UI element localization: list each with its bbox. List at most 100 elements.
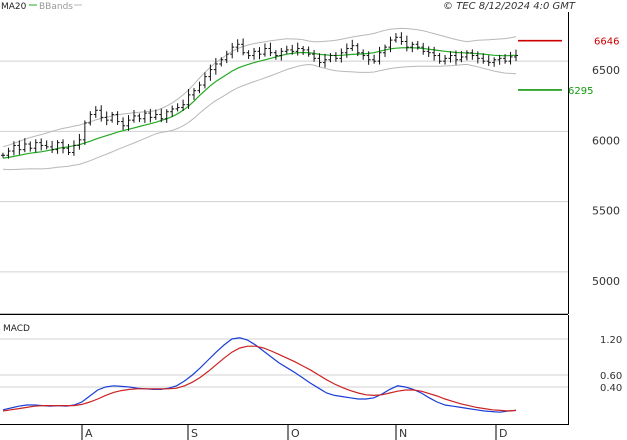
ohlc-bar bbox=[230, 42, 235, 59]
copyright-text: © TEC 8/12/2024 4:0 GMT bbox=[443, 1, 576, 12]
ohlc-bar bbox=[273, 50, 278, 60]
ohlc-bar bbox=[350, 39, 355, 52]
macd-lines bbox=[2, 337, 517, 413]
macd-tick-label: 1.20 bbox=[600, 335, 622, 346]
ohlc-bar bbox=[475, 51, 480, 64]
x-tick-label: A bbox=[85, 427, 93, 440]
ohlc-bar bbox=[66, 144, 71, 155]
ohlc-bar bbox=[153, 109, 158, 120]
ohlc-bar bbox=[333, 52, 338, 62]
ohlc-bar bbox=[503, 54, 508, 64]
ohlc-bar bbox=[295, 42, 300, 56]
ohlc-bar bbox=[508, 51, 513, 65]
ohlc-bar bbox=[355, 43, 360, 57]
ohlc-bar bbox=[192, 88, 197, 100]
ohlc-bar bbox=[377, 46, 382, 65]
macd-line bbox=[2, 337, 517, 413]
resistance-label: 6646 bbox=[594, 37, 619, 48]
ohlc-bar bbox=[181, 99, 186, 111]
ohlc-bar bbox=[497, 54, 502, 65]
x-tick-label: S bbox=[191, 427, 198, 440]
ohlc-bar bbox=[443, 54, 448, 65]
ma20-line bbox=[2, 47, 517, 159]
ohlc-bar bbox=[22, 138, 27, 153]
macd-tick-label: 0.40 bbox=[600, 383, 622, 394]
ohlc-bar bbox=[213, 58, 218, 75]
price-gridlines bbox=[0, 60, 568, 273]
ohlc-bar bbox=[366, 51, 371, 65]
price-tick-label: 6000 bbox=[592, 134, 620, 147]
macd-gridlines bbox=[0, 338, 568, 388]
ohlc-bar bbox=[481, 53, 486, 64]
ohlc-bar bbox=[50, 140, 55, 154]
ohlc-bar bbox=[464, 50, 469, 61]
ohlc-bar bbox=[437, 53, 442, 64]
bband-upper bbox=[2, 27, 517, 148]
bbands-legend-label: BBands bbox=[39, 2, 73, 12]
ohlc-bar bbox=[388, 36, 393, 53]
ohlc-bar bbox=[486, 55, 491, 66]
price-tick-label: 5000 bbox=[592, 275, 620, 288]
ohlc-bar bbox=[208, 64, 213, 81]
ohlc-bar bbox=[279, 47, 284, 61]
price-panel bbox=[0, 12, 569, 314]
macd-y-axis: 1.20 0.600.40 bbox=[600, 335, 622, 394]
ohlc-bar bbox=[301, 45, 306, 55]
ohlc-bar bbox=[186, 88, 191, 109]
ohlc-bar bbox=[448, 51, 453, 63]
price-y-axis: 6500 6000 5500 5000 bbox=[592, 64, 620, 288]
ohlc-bar bbox=[175, 103, 180, 112]
macd-title: MACD bbox=[3, 324, 30, 334]
ohlc-bar bbox=[453, 50, 458, 65]
ohlc-bar bbox=[393, 33, 398, 43]
ohlc-bar bbox=[88, 111, 93, 126]
signal-line bbox=[2, 345, 517, 412]
ohlc-bar bbox=[268, 42, 273, 57]
ohlc-bar bbox=[28, 141, 33, 152]
ohlc-bar bbox=[170, 105, 175, 117]
ohlc-bar bbox=[344, 43, 349, 58]
ohlc-bar bbox=[322, 53, 327, 68]
ohlc-bar bbox=[131, 110, 136, 123]
ohlc-bar bbox=[99, 105, 104, 122]
ohlc-bar bbox=[492, 57, 497, 67]
ohlc-bar bbox=[39, 138, 44, 151]
ohlc-bar bbox=[219, 57, 224, 67]
ohlc-bar bbox=[262, 43, 267, 57]
ohlc-bar bbox=[404, 35, 409, 52]
ohlc-bar bbox=[61, 139, 66, 154]
ohlc-bar bbox=[426, 46, 431, 57]
ohlc-bar bbox=[432, 46, 437, 61]
ohlc-bar bbox=[115, 111, 120, 125]
ohlc-bar bbox=[306, 46, 311, 57]
x-tick-label: O bbox=[291, 427, 300, 440]
price-tick-label: 5500 bbox=[592, 205, 620, 218]
ohlc-bar bbox=[410, 41, 415, 53]
ohlc-bar bbox=[110, 112, 115, 123]
support-resistance-levels: 6646 6295 bbox=[518, 37, 619, 97]
ohlc-bar bbox=[284, 45, 289, 54]
ohlc-bar bbox=[55, 140, 60, 154]
ma20-legend-label: MA20 bbox=[1, 2, 27, 12]
ohlc-bar bbox=[71, 140, 76, 156]
ohlc-bar bbox=[77, 133, 82, 150]
ohlc-bar bbox=[383, 44, 388, 57]
ohlc-bar bbox=[246, 50, 251, 59]
ohlc-bar bbox=[137, 113, 142, 123]
ohlc-bar bbox=[459, 51, 464, 63]
ohlc-bar bbox=[317, 53, 322, 67]
ohlc-bar bbox=[470, 49, 475, 60]
support-label: 6295 bbox=[568, 86, 593, 97]
ohlc-bar bbox=[33, 139, 38, 153]
x-tick-label: N bbox=[399, 427, 407, 440]
ohlc-bar bbox=[44, 140, 49, 150]
ohlc-bar bbox=[421, 42, 426, 55]
ohlc-bar bbox=[312, 49, 317, 62]
x-tick-label: D bbox=[499, 427, 507, 440]
ohlc-bar bbox=[6, 147, 11, 159]
ohlc-bar bbox=[11, 141, 16, 156]
ohlc-bar bbox=[290, 44, 295, 55]
ohlc-bar bbox=[121, 117, 126, 130]
